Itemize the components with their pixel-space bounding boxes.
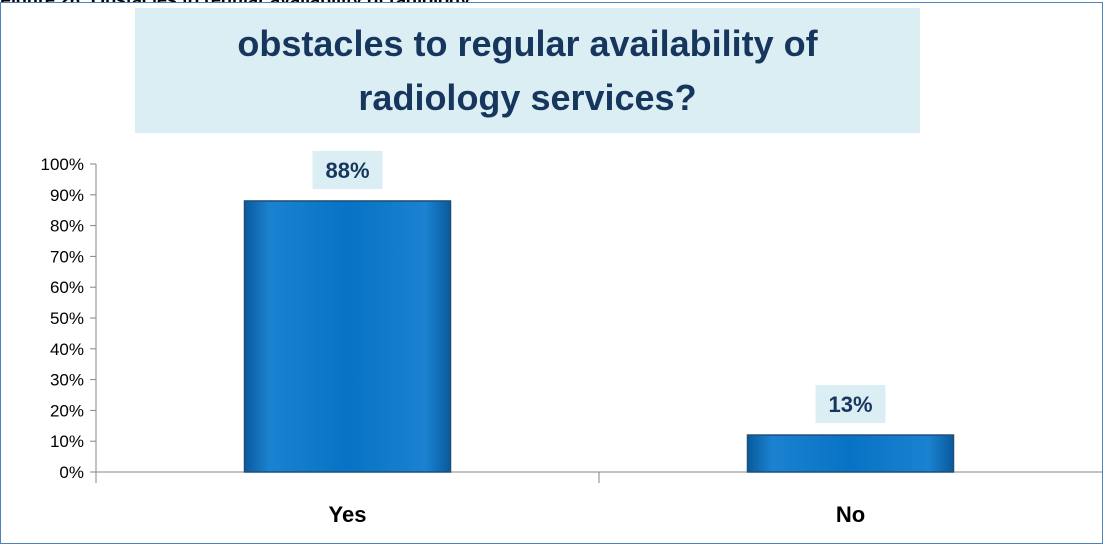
y-tick-label: 50%	[50, 309, 84, 328]
y-tick-label: 0%	[59, 463, 84, 482]
bar-no	[746, 434, 955, 473]
data-label: 88%	[325, 158, 369, 183]
axes: 0% 10% 20% 30% 40% 50% 60% 70% 80% 90% 100%	[41, 155, 1102, 483]
y-tick-label: 30%	[50, 371, 84, 390]
bar-chart: 0% 10% 20% 30% 40% 50% 60% 70% 80% 90% 100% 88% Yes…	[41, 150, 1102, 527]
bars	[243, 200, 955, 473]
y-tick-label: 40%	[50, 340, 84, 359]
category-label: Yes	[329, 502, 367, 527]
data-label-box	[815, 385, 886, 424]
y-tick-label: 100%	[41, 155, 84, 174]
bar-yes	[243, 200, 452, 473]
chart-title: obstacles to regular availability of rad…	[135, 8, 920, 133]
y-tick-label: 70%	[50, 247, 84, 266]
y-tick-label: 80%	[50, 217, 84, 236]
category-label: No	[836, 502, 865, 527]
y-tick-label: 60%	[50, 278, 84, 297]
data-label: 13%	[828, 392, 872, 417]
y-tick-label: 90%	[50, 186, 84, 205]
chart-title-text: obstacles to regular availability of rad…	[237, 22, 818, 118]
y-tick-label: 20%	[50, 401, 84, 420]
labels: 88% Yes 13% No	[312, 150, 886, 527]
data-label-box	[312, 150, 383, 189]
y-tick-label: 10%	[50, 432, 84, 451]
